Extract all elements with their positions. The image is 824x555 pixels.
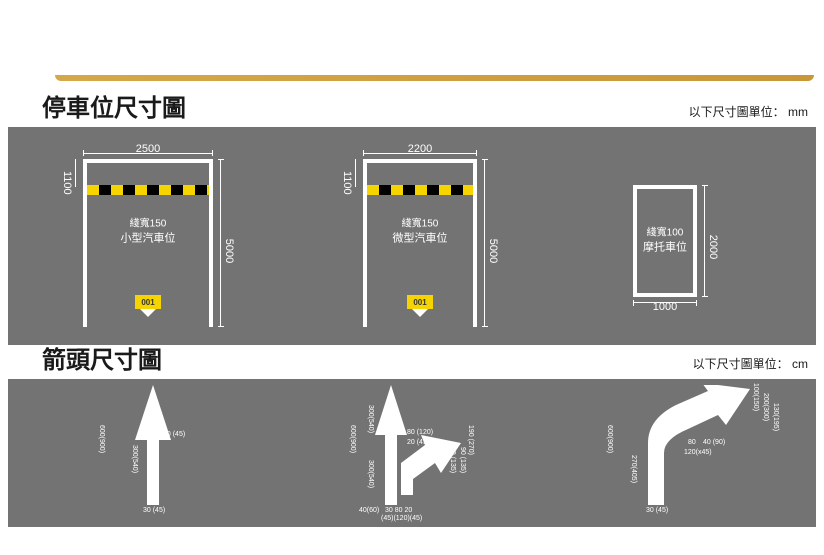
dim-tick	[633, 300, 634, 306]
slot-outline: 綫寬100 摩托車位	[633, 185, 697, 297]
dim-bottom-group: 30 80 20	[385, 507, 412, 514]
dim-rt2: 200(300)	[762, 393, 769, 421]
arrows-title: 箭頭尺寸圖	[42, 340, 162, 375]
dim-inner2: 40 (90)	[703, 439, 725, 446]
dim-side: 1100	[341, 171, 353, 195]
dim-height: 5000	[223, 239, 235, 263]
dim-upper: 270(405)	[630, 455, 637, 483]
dim-tick	[702, 185, 708, 186]
slot-name: 摩托車位	[643, 240, 687, 255]
dim-line	[220, 159, 221, 327]
dim-upper: 300(540)	[367, 405, 374, 433]
dim-height: 5000	[487, 239, 499, 263]
slot-label: 綫寬150 小型汽車位	[121, 217, 176, 246]
dim-side-total: 190 (270)	[467, 425, 474, 455]
slot-name: 小型汽車位	[121, 231, 176, 246]
parking-title: 停車位尺寸圖	[42, 88, 186, 123]
straight-right-arrow-icon	[363, 385, 503, 505]
line-width-label: 綫寬100	[643, 226, 687, 240]
dim-inner1: 80	[688, 439, 696, 446]
dim-bottom-off: 40(60)	[359, 507, 379, 514]
slot-motorcycle: 2000 1000 綫寬100 摩托車位	[633, 185, 697, 297]
dim-tick	[702, 296, 708, 297]
arrow-straight-right: 600(900) 300(540) 300(540) 190 (270) 80 …	[363, 385, 503, 510]
dim-shaft-h: 300(540)	[131, 445, 138, 473]
hazard-stripe	[87, 185, 209, 195]
parking-panel: 2500 1100 5000 綫寬150 小型汽車位 001 2200	[8, 127, 816, 345]
arrows-header: 箭頭尺寸圖 以下尺寸圖單位： cm	[0, 340, 824, 379]
dim-half-head: 30 (45)	[163, 431, 185, 438]
dim-line	[633, 302, 697, 303]
line-width-label: 綫寬150	[393, 217, 448, 231]
slot-name: 微型汽車位	[393, 231, 448, 246]
dim-tick	[696, 300, 697, 306]
slot-label: 綫寬150 微型汽車位	[393, 217, 448, 246]
dim-line	[75, 159, 76, 187]
hazard-stripe	[367, 185, 473, 195]
dim-line	[484, 159, 485, 327]
dim-total-h: 600(900)	[98, 425, 105, 453]
dim-total: 600(900)	[606, 425, 613, 453]
dim-rt3: 130(195)	[772, 403, 779, 431]
arrow-merge-right: 600(900) 270(405) 100(150) 200(300) 130(…	[618, 385, 778, 510]
gold-accent-bar	[55, 75, 814, 81]
arrow-straight: 600(900) 300(540) 30 (45) 30 (45)	[113, 385, 193, 510]
dim-line	[355, 159, 356, 187]
arrows-panel: 600(900) 300(540) 30 (45) 30 (45) 600(90…	[8, 379, 816, 527]
dim-side1: 90 (135)	[449, 447, 456, 473]
slot-badge: 001	[135, 295, 161, 309]
dim-bottom: 30 (45)	[646, 507, 668, 514]
dim-inset1: 80 (120)	[407, 429, 433, 436]
dim-inner-group: 120(x45)	[684, 449, 712, 456]
slot-label: 綫寬100 摩托車位	[643, 226, 687, 255]
parking-section: 停車位尺寸圖 以下尺寸圖單位： mm 2500 1100 5000 綫寬150 …	[0, 88, 824, 345]
dim-height: 2000	[707, 234, 719, 258]
parking-header: 停車位尺寸圖 以下尺寸圖單位： mm	[0, 88, 824, 127]
slot-micro-car: 2200 1100 5000 綫寬150 微型汽車位 001	[363, 159, 477, 327]
line-width-label: 綫寬150	[121, 217, 176, 231]
slot-badge: 001	[407, 295, 433, 309]
straight-arrow-icon	[113, 385, 193, 505]
dim-lower: 300(540)	[367, 460, 374, 488]
dim-total: 600(900)	[349, 425, 356, 453]
dim-tick	[218, 159, 224, 160]
dim-tick	[212, 150, 213, 156]
dim-line	[704, 185, 705, 297]
dim-inset2: 20 (45)	[407, 439, 429, 446]
parking-unit-label: 以下尺寸圖單位： mm	[689, 103, 808, 120]
dim-tick	[482, 326, 488, 327]
dim-line	[363, 153, 477, 154]
dim-tick	[218, 326, 224, 327]
dim-side2: 90 (135)	[459, 447, 466, 473]
dim-side: 1100	[61, 171, 73, 195]
dim-line	[83, 153, 213, 154]
dim-tick	[83, 150, 84, 156]
dim-bottom: 30 (45)	[143, 507, 165, 514]
arrows-section: 箭頭尺寸圖 以下尺寸圖單位： cm 600(900) 300(540) 30 (…	[0, 340, 824, 527]
arrows-unit-label: 以下尺寸圖單位： cm	[693, 355, 808, 372]
slot-small-car: 2500 1100 5000 綫寬150 小型汽車位 001	[83, 159, 213, 327]
dim-rt1: 100(150)	[752, 383, 759, 411]
slot-outline: 綫寬150 小型汽車位 001	[83, 159, 213, 327]
dim-tick	[476, 150, 477, 156]
dim-bottom-sub: (45)(120)(45)	[381, 515, 422, 522]
dim-tick	[363, 150, 364, 156]
dim-tick	[482, 159, 488, 160]
slot-outline: 綫寬150 微型汽車位 001	[363, 159, 477, 327]
